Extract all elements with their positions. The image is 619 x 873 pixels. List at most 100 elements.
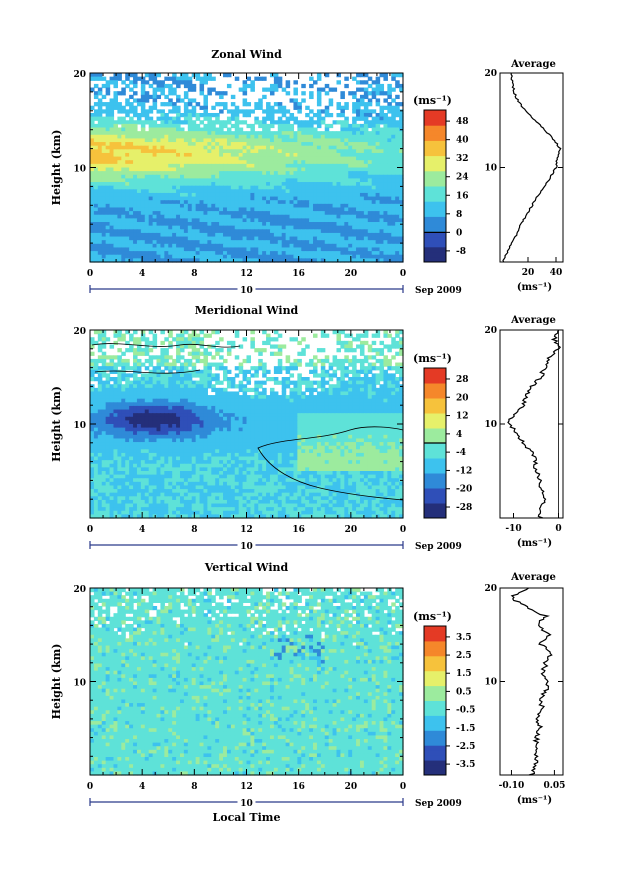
heatmap-cell: [348, 127, 353, 132]
heatmap-cell: [285, 171, 291, 176]
heatmap-cell: [285, 247, 291, 252]
heatmap-cell: [226, 192, 232, 198]
heatmap-cell: [332, 402, 338, 407]
heatmap-cell: [301, 243, 306, 249]
heatmap-cell: [269, 200, 275, 205]
heatmap-cell: [254, 402, 259, 407]
heatmap-cell: [113, 192, 118, 198]
heatmap-cell: [309, 91, 314, 96]
heatmap-cell: [375, 91, 381, 96]
heatmap-cell: [363, 395, 369, 400]
heatmap-cell: [277, 109, 283, 114]
heatmap-cell: [125, 377, 130, 382]
heatmap-cell: [136, 200, 142, 205]
heatmap-cell: [199, 167, 205, 172]
heatmap-cell: [336, 203, 341, 209]
heatmap-cell: [262, 203, 267, 209]
heatmap-cell: [140, 185, 146, 190]
heatmap-cell: [219, 362, 224, 367]
heatmap-cell: [273, 160, 279, 165]
heatmap-cell: [395, 384, 400, 389]
heatmap-cell: [168, 211, 173, 216]
heatmap-cell: [191, 251, 197, 256]
heatmap-cell: [254, 387, 259, 393]
heatmap-cell: [97, 236, 103, 241]
heatmap-cell: [133, 91, 138, 96]
heatmap-cell: [93, 138, 99, 143]
heatmap-cell: [242, 387, 248, 393]
heatmap-cell: [117, 174, 122, 180]
heatmap-cell: [148, 402, 154, 407]
heatmap-cell: [305, 149, 310, 154]
heatmap-cell: [395, 109, 400, 114]
heatmap-cell: [160, 355, 165, 360]
heatmap-cell: [172, 178, 177, 183]
heatmap-cell: [297, 218, 302, 223]
heatmap-cell: [148, 384, 154, 389]
heatmap-cell: [336, 196, 341, 201]
heatmap-cell: [340, 203, 345, 209]
heatmap-cell: [90, 142, 95, 147]
heatmap-cell: [273, 182, 279, 187]
heatmap-cell: [379, 203, 385, 209]
heatmap-cell: [90, 254, 95, 259]
colorbar-label: -8: [456, 247, 466, 257]
heatmap-cell: [105, 243, 111, 249]
heatmap-cell: [266, 258, 271, 263]
heatmap-cell: [254, 384, 259, 389]
heatmap-cell: [176, 348, 181, 353]
heatmap-cell: [168, 380, 173, 385]
heatmap-cell: [230, 391, 236, 396]
heatmap-cell: [277, 145, 283, 150]
heatmap-cell: [97, 138, 103, 143]
heatmap-cell: [156, 402, 162, 407]
heatmap-cell: [356, 211, 361, 216]
heatmap-cell: [262, 87, 267, 92]
heatmap-cell: [320, 163, 326, 169]
heatmap-cell: [395, 333, 400, 338]
heatmap-cell: [293, 398, 298, 403]
heatmap-cell: [250, 134, 255, 140]
heatmap-cell: [262, 178, 267, 183]
heatmap-cell: [195, 333, 201, 338]
heatmap-cell: [133, 218, 138, 223]
colorbar-step: [424, 120, 446, 126]
heatmap-cell: [176, 182, 181, 187]
heatmap-cell: [320, 192, 326, 198]
heatmap-cell: [262, 149, 267, 154]
heatmap-cell: [344, 369, 349, 374]
heatmap-cell: [172, 152, 177, 158]
heatmap-cell: [109, 203, 115, 209]
heatmap-cell: [105, 405, 111, 411]
heatmap-cell: [266, 182, 271, 187]
heatmap-cell: [348, 344, 353, 349]
heatmap-cell: [309, 384, 314, 389]
heatmap-cell: [187, 178, 193, 183]
heatmap-cell: [352, 398, 357, 403]
heatmap-cell: [313, 214, 318, 219]
heatmap-cell: [136, 402, 142, 407]
heatmap-cell: [215, 243, 220, 249]
heatmap-cell: [101, 102, 107, 107]
heatmap-cell: [152, 134, 158, 140]
heatmap-cell: [105, 123, 111, 129]
heatmap-cell: [144, 351, 150, 356]
heatmap-cell: [375, 229, 381, 234]
heatmap-cell: [90, 387, 95, 393]
heatmap-cell: [226, 142, 232, 147]
heatmap-cell: [344, 152, 349, 158]
heatmap-cell: [266, 218, 271, 223]
heatmap-cell: [183, 171, 189, 176]
heatmap-cell: [223, 232, 228, 238]
heatmap-cell: [129, 152, 134, 158]
heatmap-cell: [262, 243, 267, 249]
heatmap-cell: [340, 120, 345, 125]
heatmap-cell: [172, 80, 177, 85]
heatmap-cell: [309, 369, 314, 374]
heatmap-cell: [113, 83, 118, 89]
heatmap-cell: [117, 222, 122, 227]
heatmap-cell: [105, 232, 111, 238]
heatmap-cell: [183, 73, 189, 78]
heatmap-cell: [105, 207, 111, 212]
heatmap-cell: [383, 196, 388, 201]
